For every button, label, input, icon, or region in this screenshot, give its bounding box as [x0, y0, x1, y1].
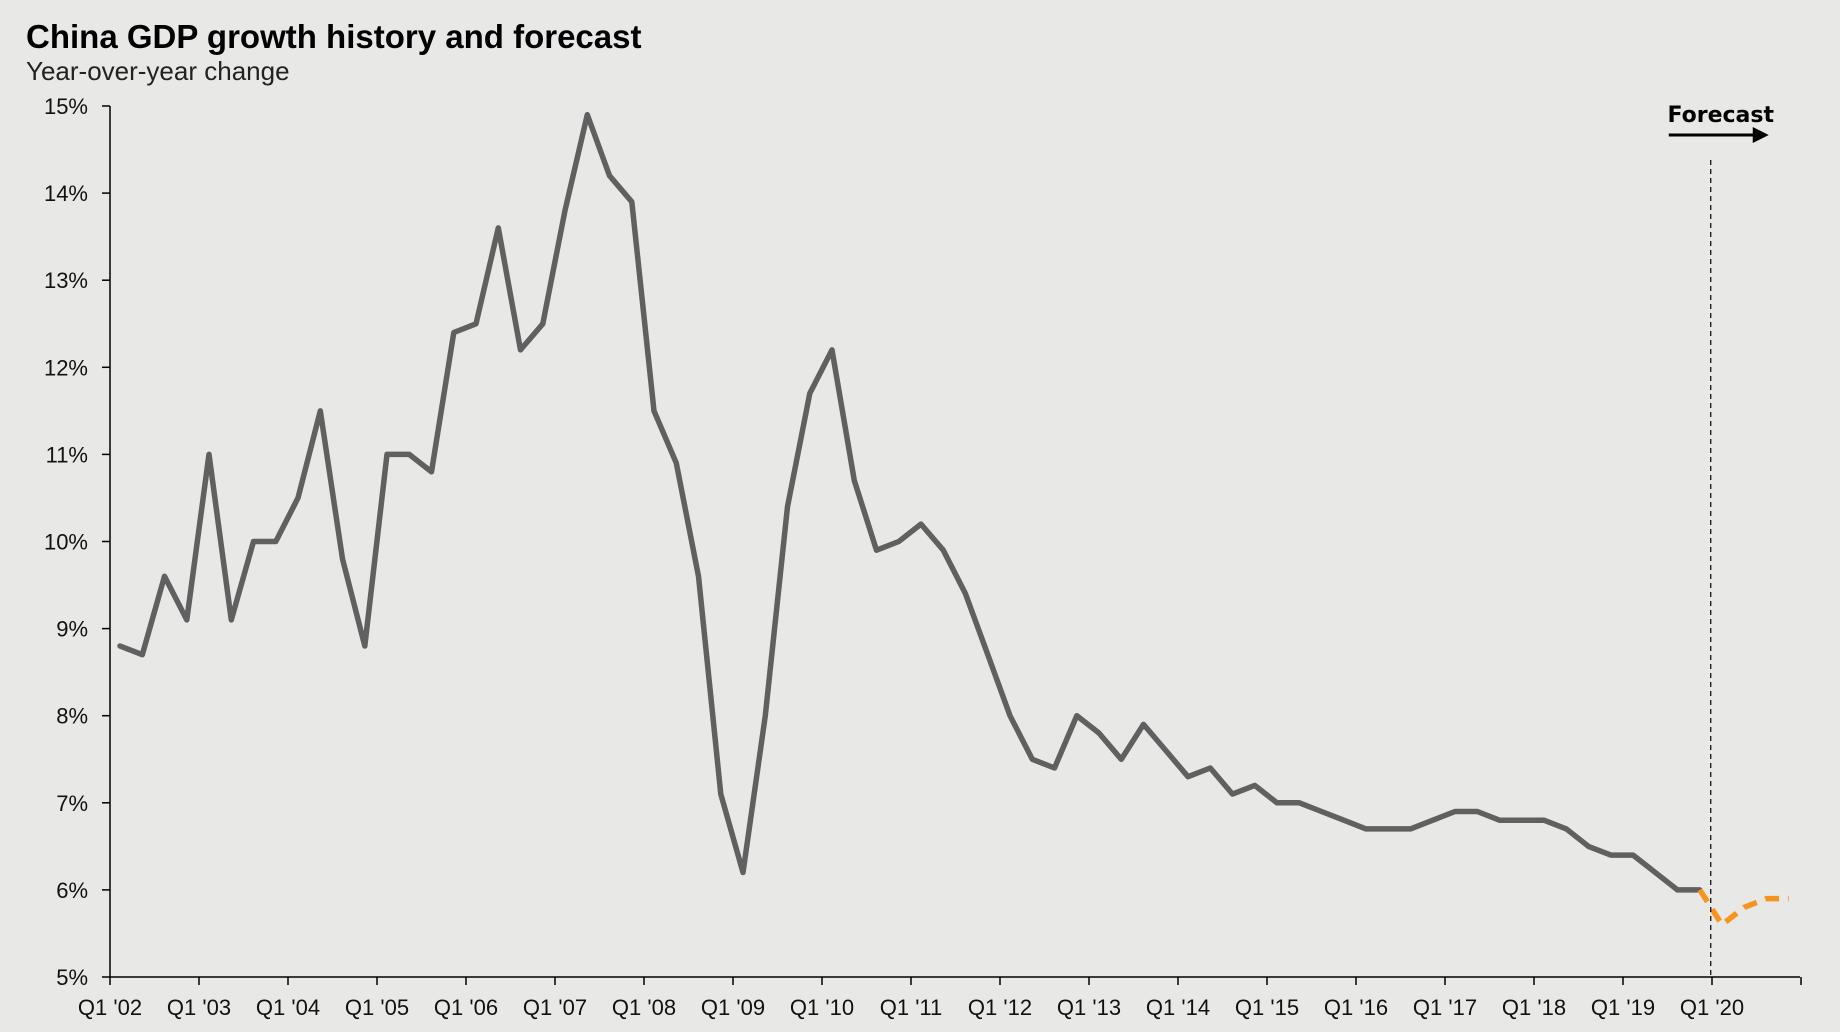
x-tick-label: Q1 '06 — [434, 995, 498, 1020]
y-tick-label: 8% — [56, 704, 88, 729]
chart-subtitle: Year-over-year change — [26, 56, 290, 86]
forecast-annotation: Forecast — [1667, 103, 1774, 977]
y-tick-label: 12% — [44, 355, 88, 380]
x-tick-label: Q1 '10 — [790, 995, 854, 1020]
x-tick-label: Q1 '16 — [1324, 995, 1388, 1020]
x-tick-label: Q1 '04 — [256, 995, 320, 1020]
x-tick-label: Q1 '17 — [1413, 995, 1477, 1020]
x-tick-label: Q1 '19 — [1591, 995, 1655, 1020]
x-tick-label: Q1 '02 — [78, 995, 142, 1020]
x-tick-label: Q1 '03 — [167, 995, 231, 1020]
y-tick-label: 6% — [56, 878, 88, 903]
chart-title: China GDP growth history and forecast — [26, 18, 642, 55]
series-forecast-line — [1697, 888, 1789, 928]
x-tick-label: Q1 '11 — [880, 995, 943, 1020]
series-history-line — [117, 111, 1703, 893]
x-tick-label: Q1 '14 — [1146, 995, 1210, 1020]
series-lines — [117, 111, 1789, 928]
y-tick-label: 10% — [44, 530, 88, 555]
x-tick-label: Q1 '08 — [612, 995, 676, 1020]
x-tick-label: Q1 '07 — [523, 995, 587, 1020]
x-tick-label: Q1 '20 — [1680, 995, 1744, 1020]
x-tick-label: Q1 '18 — [1502, 995, 1566, 1020]
y-tick-label: 5% — [56, 965, 88, 990]
x-tick-label: Q1 '12 — [968, 995, 1032, 1020]
forecast-label: Forecast — [1667, 103, 1774, 128]
y-tick-label: 11% — [46, 442, 88, 467]
forecast-arrow-head — [1752, 127, 1769, 143]
y-tick-label: 15% — [44, 94, 88, 119]
x-tick-label: Q1 '05 — [345, 995, 409, 1020]
y-tick-label: 9% — [56, 617, 88, 642]
axes: 5% 6% 7% 8% 9% 10% 11% 12% 13% 14% 15% Q1 '02 Q1 '03… — [44, 94, 1802, 1020]
x-tick-label: Q1 '09 — [701, 995, 765, 1020]
y-tick-label: 14% — [44, 181, 88, 206]
x-tick-label: Q1 '13 — [1057, 995, 1121, 1020]
x-tick-label: Q1 '15 — [1235, 995, 1299, 1020]
y-tick-label: 13% — [44, 268, 88, 293]
y-tick-label: 7% — [56, 791, 88, 816]
